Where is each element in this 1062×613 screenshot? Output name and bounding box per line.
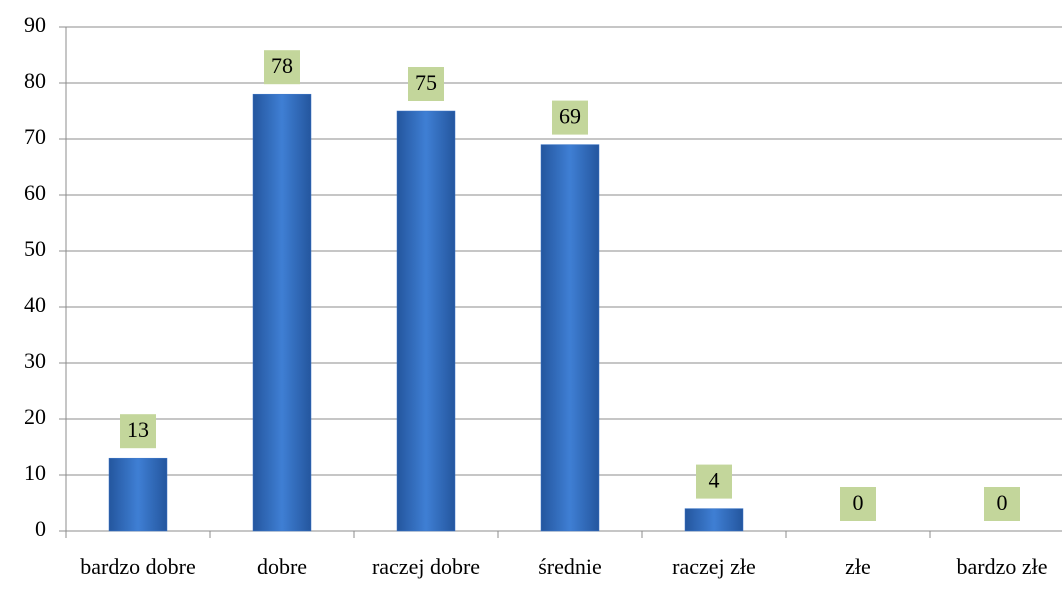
y-tick-label: 20 (24, 404, 46, 429)
y-tick-label: 40 (24, 292, 46, 317)
data-label: 0 (997, 490, 1008, 515)
data-label: 69 (559, 104, 581, 129)
data-label-box (552, 100, 588, 135)
bar (540, 144, 600, 532)
x-tick-label: średnie (538, 554, 602, 579)
y-tick-label: 90 (24, 12, 46, 37)
data-label-box (696, 464, 732, 499)
data-label: 75 (415, 70, 437, 95)
y-tick-label: 0 (35, 516, 46, 541)
data-label: 0 (853, 490, 864, 515)
bar (396, 110, 456, 532)
y-tick-label: 30 (24, 348, 46, 373)
x-tick-label: dobre (256, 554, 308, 579)
data-label-box (120, 414, 156, 449)
bar (108, 457, 168, 532)
x-tick-label: raczej złe (672, 554, 756, 579)
y-tick-label: 70 (24, 124, 46, 149)
data-label-box (984, 487, 1020, 521)
x-tick-label: bardzo złe (956, 554, 1048, 579)
y-tick-label: 10 (24, 460, 46, 485)
data-label: 78 (271, 53, 293, 78)
bar (684, 508, 744, 532)
x-tick-label: bardzo dobre (80, 554, 196, 579)
y-tick-label: 60 (24, 180, 46, 205)
data-label: 4 (709, 468, 720, 493)
data-label-box (840, 487, 876, 521)
y-tick-label: 50 (24, 236, 46, 261)
data-label-box (408, 67, 444, 101)
data-label: 13 (127, 417, 149, 442)
x-tick-label: złe (845, 554, 871, 579)
y-tick-label: 80 (24, 68, 46, 93)
x-tick-label: raczej dobre (371, 554, 481, 579)
data-label-box (264, 50, 300, 85)
bar (252, 93, 312, 532)
